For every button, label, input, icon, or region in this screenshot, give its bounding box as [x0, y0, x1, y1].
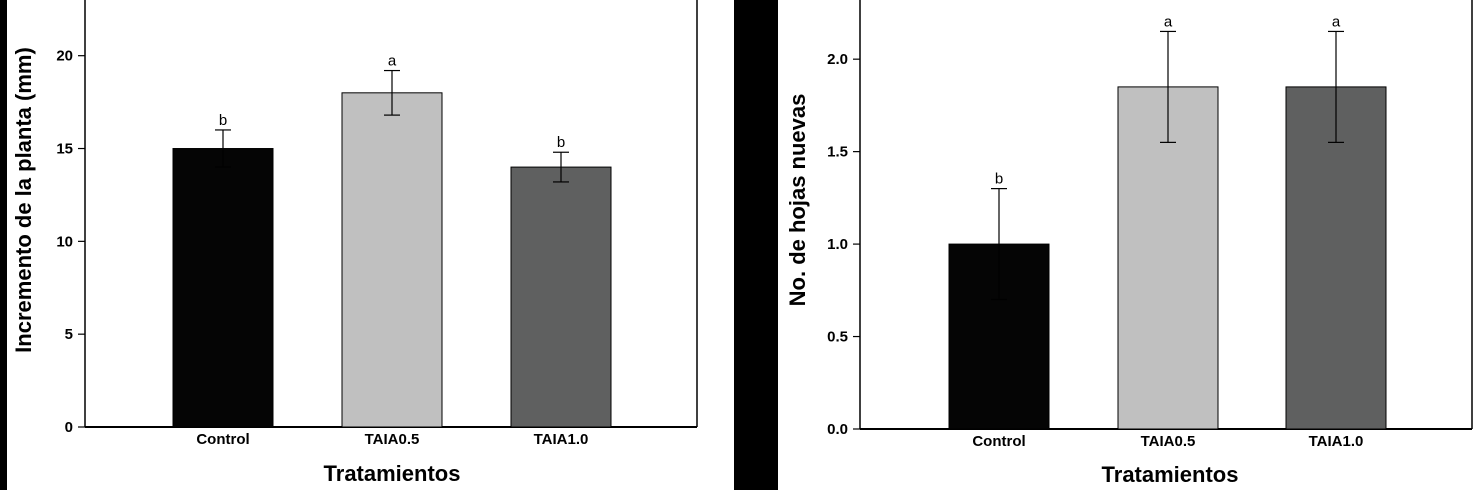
x-tick-label: Control [972, 433, 1025, 450]
x-tick-label: Control [196, 431, 249, 448]
bar-control [172, 148, 274, 428]
y-tick-label: 15 [56, 141, 73, 158]
x-axis-ticks-right: Control TAIA0.5 TAIA1.0 [972, 433, 1363, 450]
y-axis-title-right: No. de hojas nuevas [785, 94, 810, 307]
x-axis-ticks-left: Control TAIA0.5 TAIA1.0 [196, 431, 588, 448]
bar-taia1-0 [510, 166, 612, 428]
chart-left: b a b 0 5 10 15 20 Control TAIA0.5 TAIA1.0 Trata… [11, 0, 698, 486]
bars-right [948, 86, 1387, 430]
x-tick-label: TAIA1.0 [534, 431, 589, 448]
significance-letter: a [1164, 13, 1173, 30]
significance-letter: b [995, 171, 1003, 188]
y-tick-label: 5 [65, 326, 73, 343]
bar-taia0-5 [341, 92, 443, 428]
y-tick-label: 1.5 [827, 144, 848, 161]
y-axis-ticks-right: 0.0 0.5 1.0 1.5 2.0 [827, 51, 860, 438]
error-bars-right [991, 30, 1344, 301]
significance-letter: a [388, 53, 397, 70]
significance-letter: b [219, 112, 227, 129]
y-tick-label: 0 [65, 419, 73, 436]
y-tick-label: 1.0 [827, 236, 848, 253]
bar-taia1-0 [1285, 86, 1387, 430]
significance-letter: b [557, 134, 565, 151]
y-tick-label: 20 [56, 48, 73, 65]
x-axis-title-right: Tratamientos [1102, 462, 1239, 487]
significance-letters-left: b a b [219, 53, 565, 152]
x-tick-label: TAIA0.5 [365, 431, 420, 448]
significance-letters-right: b a a [995, 13, 1341, 187]
y-tick-label: 0.5 [827, 329, 848, 346]
y-axis-title-left: Incremento de la planta (mm) [11, 47, 36, 353]
significance-letter: a [1332, 13, 1341, 30]
x-axis-title-left: Tratamientos [324, 461, 461, 486]
x-tick-label: TAIA1.0 [1309, 433, 1364, 450]
x-tick-label: TAIA0.5 [1141, 433, 1196, 450]
y-tick-label: 2.0 [827, 51, 848, 68]
chart-right: b a a 0.0 0.5 1.0 1.5 2.0 Control TAIA0.5 TAIA1.… [785, 0, 1473, 487]
y-tick-label: 0.0 [827, 421, 848, 438]
y-tick-label: 10 [56, 233, 73, 250]
y-axis-ticks-left: 0 5 10 15 20 [56, 48, 85, 436]
bar-taia0-5 [1117, 86, 1219, 430]
left-edge-bar [0, 0, 7, 490]
error-bars-left [215, 69, 569, 183]
bars-left [172, 92, 612, 428]
panel-divider [734, 0, 778, 490]
